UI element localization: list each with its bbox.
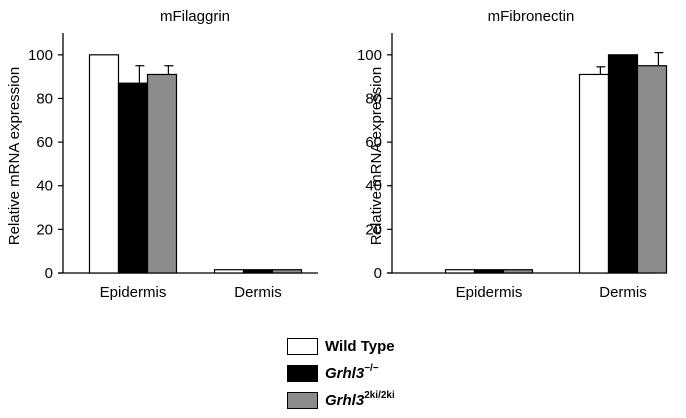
y-tick-label: 20 [365, 221, 382, 238]
legend-swatch-grhl3-ko [287, 365, 318, 382]
bar [213, 269, 245, 274]
chart-title: mFilaggrin [160, 8, 230, 25]
y-tick-label: 80 [365, 90, 382, 107]
bar [117, 82, 149, 274]
x-category-label: Epidermis [456, 284, 523, 301]
legend-gene-grhl3-ki: Grhl3 [325, 392, 365, 409]
y-tick-label: 0 [45, 265, 53, 282]
y-tick-label: 100 [357, 47, 382, 64]
y-axis-label: Relative mRNA expression [6, 67, 23, 245]
bar [271, 269, 303, 274]
legend-label-wild-type: Wild Type [325, 338, 395, 355]
legend-swatch-wild-type [287, 338, 318, 355]
y-tick-label: 60 [36, 134, 53, 151]
legend-label-grhl3-ko: Grhl3−/− [325, 363, 379, 383]
y-tick-label: 60 [365, 134, 382, 151]
figure: mFilaggrin Relative mRNA expression 0 20 40 6… [6, 8, 668, 301]
legend-label-grhl3-ki: Grhl32ki/2ki [325, 390, 395, 410]
chart-title: mFibronectin [488, 8, 575, 25]
legend-item-wild-type: Wild Type [287, 337, 487, 364]
bar [146, 73, 178, 274]
bar [607, 54, 639, 274]
bar [242, 269, 274, 274]
y-tick-label: 100 [28, 47, 53, 64]
legend-gene-grhl3-ko: Grhl3 [325, 365, 365, 382]
legend-genotype-grhl3-ko: −/− [364, 363, 379, 374]
bar [88, 54, 120, 274]
y-tick-label: 0 [374, 265, 382, 282]
x-category-label: Epidermis [100, 284, 167, 301]
bar [444, 269, 476, 274]
y-tick-label: 80 [36, 90, 53, 107]
legend-item-grhl3-ki: Grhl32ki/2ki [287, 391, 487, 418]
bar [636, 65, 668, 274]
y-tick-label: 40 [365, 178, 382, 195]
x-category-label: Dermis [234, 284, 282, 301]
legend: Wild Type Grhl3−/− Grhl32ki/2ki [287, 337, 487, 418]
chart-mfibronectin: mFibronectin Relative mRNA expression 0 20 4… [357, 8, 668, 301]
x-category-label: Dermis [599, 284, 647, 301]
bar [578, 73, 610, 274]
y-tick-label: 40 [36, 178, 53, 195]
y-axis-label: Relative mRNA expression [368, 67, 385, 245]
chart-mfilaggrin: mFilaggrin Relative mRNA expression 0 20 40 6… [6, 8, 318, 301]
legend-genotype-grhl3-ki: 2ki/2ki [364, 390, 395, 401]
legend-swatch-grhl3-ki [287, 392, 318, 409]
bar [502, 269, 534, 274]
y-tick-label: 20 [36, 221, 53, 238]
legend-item-grhl3-ko: Grhl3−/− [287, 364, 487, 391]
bar [473, 269, 505, 274]
